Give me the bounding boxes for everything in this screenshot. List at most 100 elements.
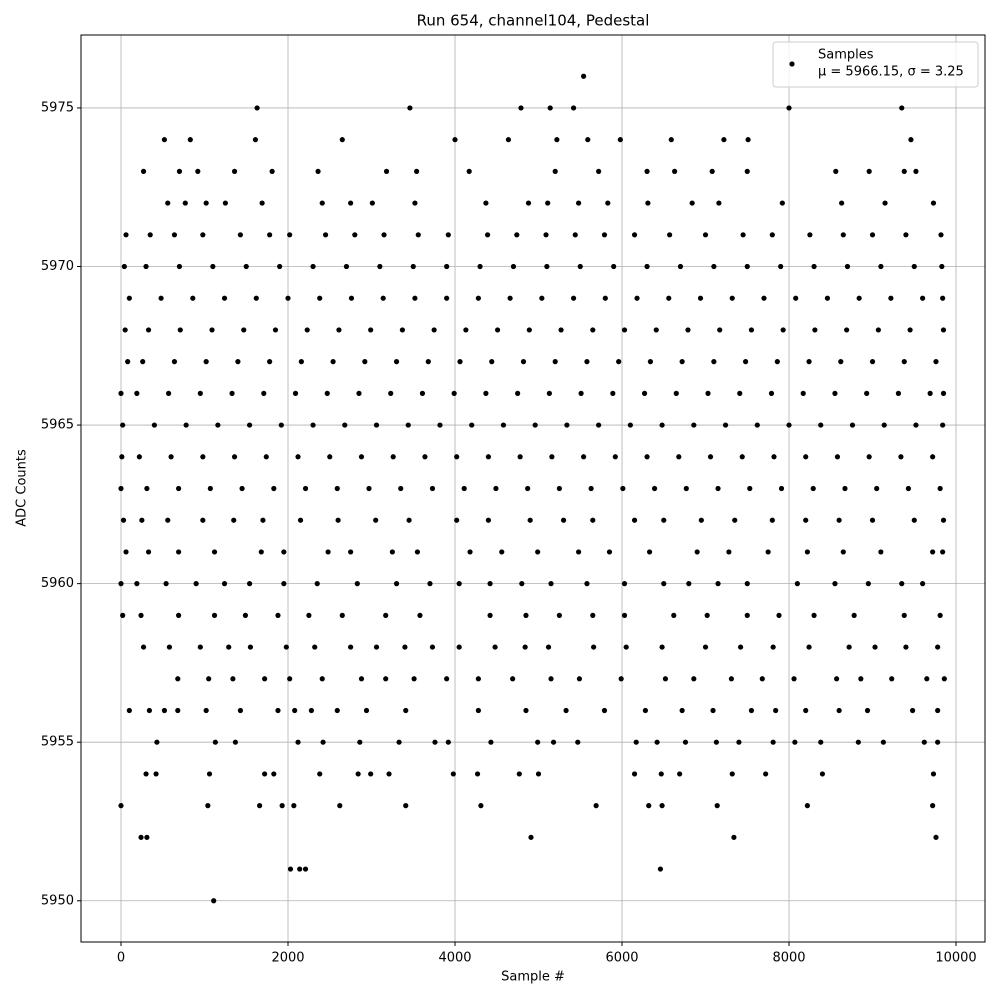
point <box>605 200 611 206</box>
point <box>246 581 253 587</box>
point <box>118 581 124 587</box>
series <box>118 73 947 904</box>
y-axis-label: ADC Counts <box>15 449 30 527</box>
point <box>717 327 723 333</box>
point <box>306 612 312 618</box>
point <box>836 517 842 523</box>
point <box>875 327 881 333</box>
point <box>878 549 884 555</box>
point <box>899 105 905 111</box>
point <box>161 137 168 143</box>
point <box>203 359 209 365</box>
point <box>851 612 857 618</box>
point <box>319 200 325 206</box>
point <box>325 549 331 555</box>
x-tick-label: 0 <box>117 951 125 966</box>
point <box>623 644 629 650</box>
point <box>122 327 128 333</box>
point <box>454 454 460 460</box>
point <box>654 739 660 745</box>
point <box>546 390 552 396</box>
point <box>319 676 325 682</box>
point <box>705 390 711 396</box>
point <box>269 168 275 174</box>
point <box>499 549 505 555</box>
point <box>118 390 124 396</box>
point <box>836 707 842 714</box>
point <box>659 644 665 650</box>
point <box>314 581 320 587</box>
point <box>711 359 717 365</box>
point <box>602 295 608 301</box>
point <box>335 517 341 523</box>
point <box>939 263 945 270</box>
point <box>658 771 664 777</box>
point <box>865 581 871 587</box>
point <box>644 454 650 460</box>
point <box>330 359 336 365</box>
point <box>528 834 534 840</box>
point <box>627 422 633 428</box>
point <box>927 390 933 396</box>
point <box>731 834 737 840</box>
point <box>182 200 188 206</box>
point <box>807 232 813 238</box>
point <box>930 771 937 777</box>
point <box>405 422 411 428</box>
y-tick-label: 5965 <box>41 418 74 433</box>
point <box>771 454 777 460</box>
point <box>834 676 840 682</box>
point <box>263 454 269 460</box>
point <box>456 644 462 650</box>
point <box>143 771 149 777</box>
point <box>484 232 491 238</box>
point <box>791 676 797 682</box>
point <box>362 359 368 365</box>
point <box>210 263 216 270</box>
point <box>577 263 583 270</box>
point <box>461 485 467 492</box>
point <box>570 295 577 301</box>
point <box>644 263 650 270</box>
point <box>591 644 597 650</box>
point <box>211 549 218 555</box>
point <box>310 422 316 428</box>
point <box>207 485 213 492</box>
point <box>737 390 743 396</box>
point <box>203 200 209 206</box>
point <box>666 295 672 301</box>
point <box>297 517 304 523</box>
point <box>287 866 294 872</box>
point <box>846 644 852 650</box>
point <box>682 739 689 745</box>
point <box>933 359 939 365</box>
point <box>144 485 150 492</box>
point <box>786 422 792 428</box>
point <box>161 707 168 714</box>
point <box>702 644 709 650</box>
point <box>118 485 124 492</box>
point <box>383 168 390 174</box>
point <box>584 581 590 587</box>
point <box>840 549 846 555</box>
point <box>866 168 872 174</box>
point <box>930 200 937 206</box>
point <box>911 517 917 523</box>
point <box>704 612 710 618</box>
point <box>163 581 169 587</box>
point <box>445 232 451 238</box>
point <box>526 327 532 333</box>
point <box>679 707 685 714</box>
point <box>231 168 238 174</box>
point <box>740 232 746 238</box>
point <box>935 707 941 714</box>
point <box>145 549 152 555</box>
point <box>715 581 721 587</box>
point <box>556 612 562 618</box>
point <box>134 581 140 587</box>
point <box>118 803 124 809</box>
point <box>543 232 549 238</box>
point <box>279 803 285 809</box>
point <box>417 612 423 618</box>
point <box>646 803 652 809</box>
